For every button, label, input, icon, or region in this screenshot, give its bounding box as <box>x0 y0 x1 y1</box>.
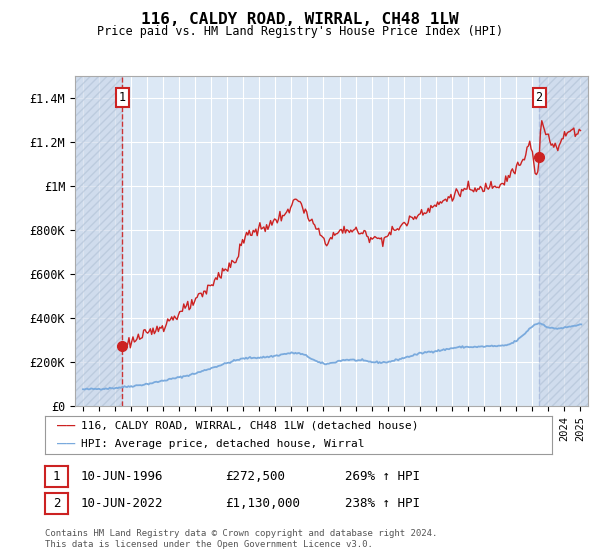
Text: £272,500: £272,500 <box>225 470 285 483</box>
Text: This data is licensed under the Open Government Licence v3.0.: This data is licensed under the Open Gov… <box>45 540 373 549</box>
Text: ——: —— <box>57 436 75 451</box>
Text: 10-JUN-1996: 10-JUN-1996 <box>81 470 163 483</box>
Text: 2: 2 <box>53 497 60 510</box>
Text: ——: —— <box>57 418 75 433</box>
Text: 116, CALDY ROAD, WIRRAL, CH48 1LW: 116, CALDY ROAD, WIRRAL, CH48 1LW <box>141 12 459 27</box>
Text: 238% ↑ HPI: 238% ↑ HPI <box>345 497 420 510</box>
Text: 1: 1 <box>119 91 126 104</box>
Text: Price paid vs. HM Land Registry's House Price Index (HPI): Price paid vs. HM Land Registry's House … <box>97 25 503 38</box>
Bar <box>539 76 588 406</box>
Text: 2: 2 <box>536 91 542 104</box>
Text: 1: 1 <box>53 470 60 483</box>
Text: Contains HM Land Registry data © Crown copyright and database right 2024.: Contains HM Land Registry data © Crown c… <box>45 529 437 538</box>
Bar <box>75 76 122 406</box>
Text: 269% ↑ HPI: 269% ↑ HPI <box>345 470 420 483</box>
Text: HPI: Average price, detached house, Wirral: HPI: Average price, detached house, Wirr… <box>81 438 365 449</box>
Text: £1,130,000: £1,130,000 <box>225 497 300 510</box>
Text: 116, CALDY ROAD, WIRRAL, CH48 1LW (detached house): 116, CALDY ROAD, WIRRAL, CH48 1LW (detac… <box>81 421 419 431</box>
Text: 10-JUN-2022: 10-JUN-2022 <box>81 497 163 510</box>
